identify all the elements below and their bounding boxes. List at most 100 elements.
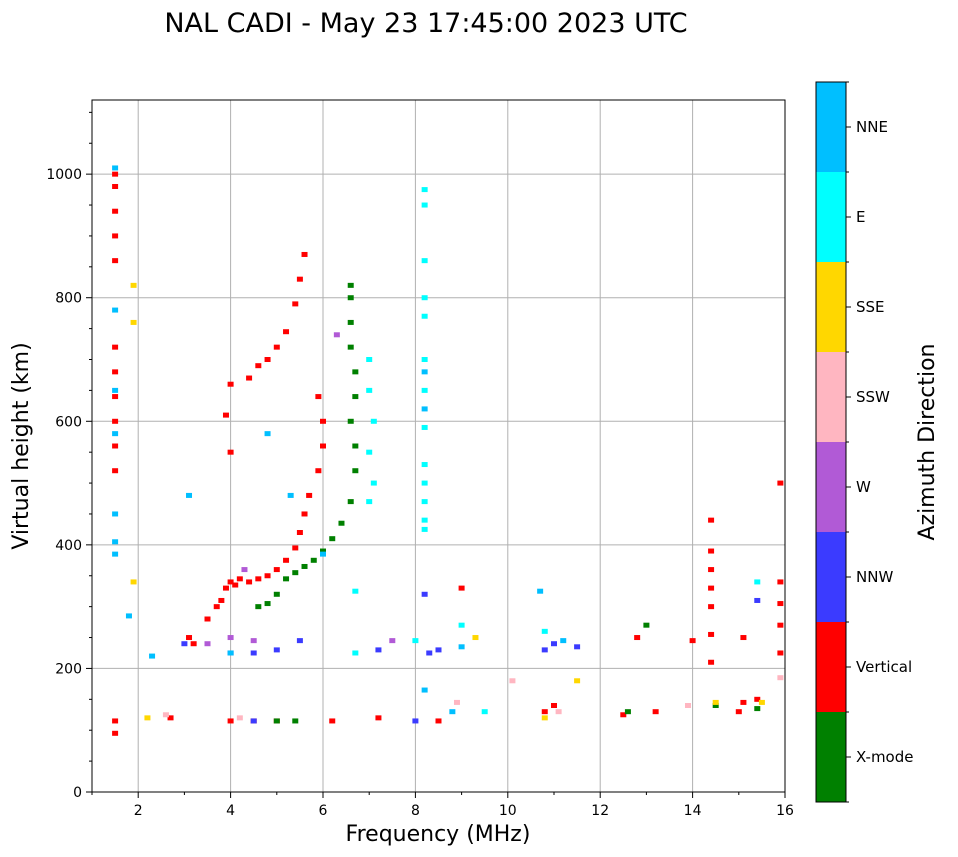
echo-point-x-mode (255, 604, 262, 610)
colorbar-swatch (816, 82, 846, 172)
echo-point-e (352, 650, 359, 656)
echo-point-vertical (301, 251, 308, 257)
echo-point-vertical (264, 573, 271, 579)
echo-point-nne (112, 431, 119, 437)
echo-point-nnw (421, 591, 428, 597)
colorbar-label-vertical: Vertical (856, 658, 912, 676)
echo-point-e (754, 579, 761, 585)
y-tick-label: 400 (55, 538, 82, 554)
echo-point-ssw (777, 675, 784, 681)
echo-point-vertical (222, 585, 229, 591)
echo-point-vertical (296, 530, 303, 535)
echo-point-x-mode (712, 703, 719, 708)
echo-point-vertical (283, 557, 290, 563)
echo-point-vertical (708, 517, 715, 523)
echo-point-e (412, 638, 419, 644)
echo-point-vertical (227, 718, 234, 724)
echo-point-vertical (551, 703, 557, 708)
echo-point-e (370, 418, 377, 424)
echo-point-w (250, 638, 257, 644)
echo-point-vertical (112, 394, 119, 400)
echo-point-vertical (246, 579, 253, 585)
echo-point-vertical (754, 696, 761, 702)
echo-point-nne (320, 551, 326, 557)
colorbar-swatch (816, 172, 846, 262)
echo-point-nne (112, 511, 119, 517)
echo-point-vertical (301, 511, 308, 517)
echo-point-vertical (708, 631, 715, 637)
echo-point-vertical (777, 601, 784, 607)
echo-point-x-mode (624, 709, 631, 715)
echo-point-vertical (112, 468, 119, 474)
chart-title: NAL CADI - May 23 17:45:00 2023 UTC (164, 8, 687, 39)
echo-point-e (366, 499, 373, 505)
colorbar: X-mode Vertical NNW W SSW SSE E NNE (815, 81, 913, 803)
echo-point-x-mode (347, 295, 354, 301)
echo-point-nnw (541, 647, 548, 653)
echo-point-w (389, 638, 396, 644)
echo-points (112, 165, 784, 736)
echo-point-sse (130, 579, 137, 585)
echo-point-e (366, 387, 373, 393)
echo-point-vertical (236, 576, 243, 582)
echo-point-x-mode (338, 520, 345, 526)
echo-point-e (421, 202, 428, 208)
echo-point-vertical (708, 604, 715, 610)
echo-point-vertical (320, 418, 326, 424)
colorbar-frame (815, 81, 847, 803)
echo-point-vertical (320, 443, 326, 449)
echo-point-vertical (255, 576, 262, 582)
y-axis-label: Virtual height (km) (9, 342, 34, 549)
colorbar-label-ssw: SSW (856, 388, 890, 406)
echo-point-x-mode (310, 557, 317, 563)
echo-point-e (421, 313, 428, 319)
echo-point-x-mode (273, 591, 280, 597)
echo-point-vertical (112, 730, 119, 736)
echo-point-ssw (509, 678, 516, 684)
echo-point-x-mode (352, 369, 359, 375)
x-axis-label: Frequency (MHz) (346, 822, 531, 847)
echo-point-x-mode (264, 601, 271, 607)
echo-point-e (421, 499, 428, 505)
echo-point-vertical (112, 718, 119, 724)
colorbar-label-e: E (856, 208, 865, 226)
echo-point-vertical (227, 449, 234, 455)
colorbar-label-x-mode: X-mode (856, 748, 913, 766)
echo-point-nne (537, 588, 544, 594)
echo-point-vertical (112, 369, 119, 375)
echo-point-vertical (112, 443, 119, 449)
echo-point-e (421, 424, 428, 430)
echo-point-vertical (652, 709, 659, 715)
echo-point-vertical (218, 597, 225, 603)
echo-point-nne (112, 551, 119, 557)
echo-point-x-mode (347, 319, 354, 325)
echo-point-e (541, 628, 548, 634)
echo-point-x-mode (273, 718, 280, 724)
echo-point-vertical (708, 548, 715, 554)
echo-point-nnw (375, 647, 382, 653)
echo-point-x-mode (320, 548, 326, 554)
echo-point-nne (421, 406, 428, 412)
echo-point-nne (560, 638, 567, 644)
colorbar-label-nnw: NNW (856, 568, 893, 586)
echo-point-w (204, 641, 211, 647)
colorbar-label-sse: SSE (856, 298, 885, 316)
echo-point-e (421, 357, 428, 362)
echo-point-vertical (375, 715, 382, 721)
echo-point-nnw (435, 647, 442, 653)
echo-point-sse (130, 282, 137, 288)
echo-point-vertical (634, 635, 641, 641)
echo-point-e (421, 526, 428, 532)
echo-point-vertical (213, 604, 220, 610)
echo-point-ssw (162, 712, 169, 718)
echo-point-nnw (273, 647, 280, 653)
x-tick-label: 12 (591, 803, 609, 819)
echo-point-vertical (292, 301, 299, 307)
echo-point-x-mode (292, 718, 299, 724)
echo-point-vertical (273, 344, 280, 350)
x-tick-label: 10 (499, 803, 517, 819)
echo-point-vertical (541, 709, 548, 715)
echo-point-nnw (754, 597, 761, 603)
echo-point-x-mode (283, 576, 290, 582)
echo-point-vertical (740, 699, 747, 705)
